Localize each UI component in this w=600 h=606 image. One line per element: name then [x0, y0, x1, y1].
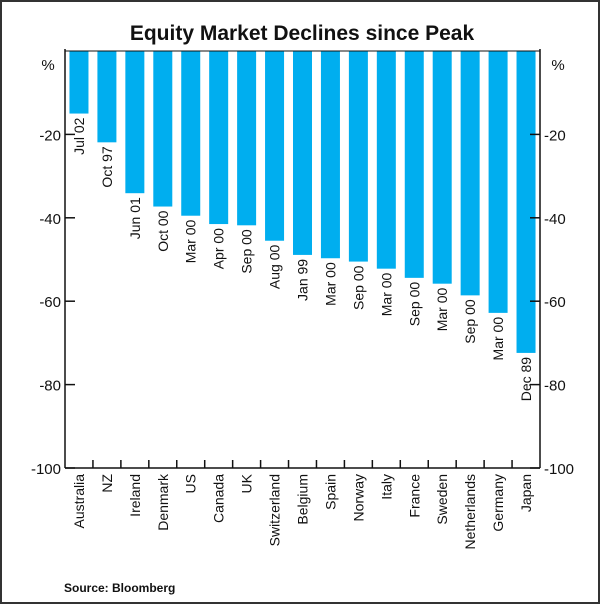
peak-date-label: Mar 00 — [322, 262, 338, 306]
category-label: Sweden — [434, 474, 450, 525]
bar-norway — [348, 51, 368, 262]
category-label: NZ — [99, 474, 115, 493]
bar-sweden — [432, 51, 452, 284]
peak-date-label: Oct 97 — [99, 146, 115, 187]
y-tick-label-left: -100 — [31, 461, 61, 478]
y-tick-label-right: -60 — [544, 294, 566, 311]
y-tick-label-right: -20 — [544, 127, 566, 144]
category-label: Italy — [378, 474, 394, 500]
bar-spain — [320, 51, 340, 259]
y-tick-label-right: -40 — [544, 211, 566, 228]
bar-japan — [516, 51, 536, 353]
bar-france — [404, 51, 424, 278]
y-unit-right: % — [551, 57, 564, 74]
category-label: Germany — [490, 474, 506, 532]
peak-date-label: Jul 02 — [71, 117, 87, 155]
peak-date-label: Mar 00 — [434, 287, 450, 331]
category-label: Japan — [518, 474, 534, 512]
category-label: UK — [239, 473, 255, 493]
category-label: France — [406, 474, 422, 518]
source-note: Source: Bloomberg — [64, 581, 175, 595]
peak-date-label: Jun 01 — [127, 197, 143, 239]
y-tick-label-right: -100 — [544, 461, 574, 478]
bar-us — [181, 51, 201, 216]
y-tick-label-right: -80 — [544, 378, 566, 395]
peak-date-label: Sep 00 — [406, 282, 422, 327]
category-label: Netherlands — [462, 474, 478, 550]
y-unit-left: % — [41, 57, 54, 74]
category-label: Spain — [322, 474, 338, 510]
peak-date-label: Sep 00 — [462, 299, 478, 344]
peak-date-label: Jan 99 — [295, 259, 311, 301]
category-label: Canada — [211, 474, 227, 523]
bar-italy — [376, 51, 396, 269]
bar-denmark — [153, 51, 173, 207]
bar-australia — [69, 51, 89, 114]
y-tick-label-left: -40 — [39, 211, 61, 228]
bar-belgium — [293, 51, 312, 255]
peak-date-label: Sep 00 — [239, 229, 255, 274]
y-tick-label-left: -80 — [39, 378, 61, 395]
bar-switzerland — [265, 51, 285, 241]
peak-date-label: Mar 00 — [378, 272, 394, 316]
category-label: US — [183, 474, 199, 493]
category-label: Belgium — [295, 474, 311, 525]
category-label: Norway — [350, 474, 366, 521]
category-label: Switzerland — [267, 474, 283, 546]
category-label: Ireland — [127, 474, 143, 517]
category-label: Australia — [71, 474, 87, 529]
bar-canada — [209, 51, 229, 225]
bar-nz — [97, 51, 117, 143]
peak-date-label: Apr 00 — [211, 228, 227, 269]
peak-date-label: Oct 00 — [155, 210, 171, 251]
bar-uk — [237, 51, 257, 226]
chart-title: Equity Market Declines since Peak — [130, 22, 475, 45]
peak-date-label: Dec 89 — [518, 357, 534, 402]
peak-date-label: Mar 00 — [490, 317, 506, 361]
y-tick-label-left: -20 — [39, 127, 61, 144]
peak-date-label: Aug 00 — [267, 245, 283, 290]
category-label: Denmark — [155, 473, 171, 531]
bar-germany — [488, 51, 508, 313]
peak-date-label: Sep 00 — [350, 265, 366, 310]
y-tick-label-left: -60 — [39, 294, 61, 311]
bar-netherlands — [460, 51, 480, 296]
bar-ireland — [125, 51, 145, 194]
peak-date-label: Mar 00 — [183, 220, 199, 264]
